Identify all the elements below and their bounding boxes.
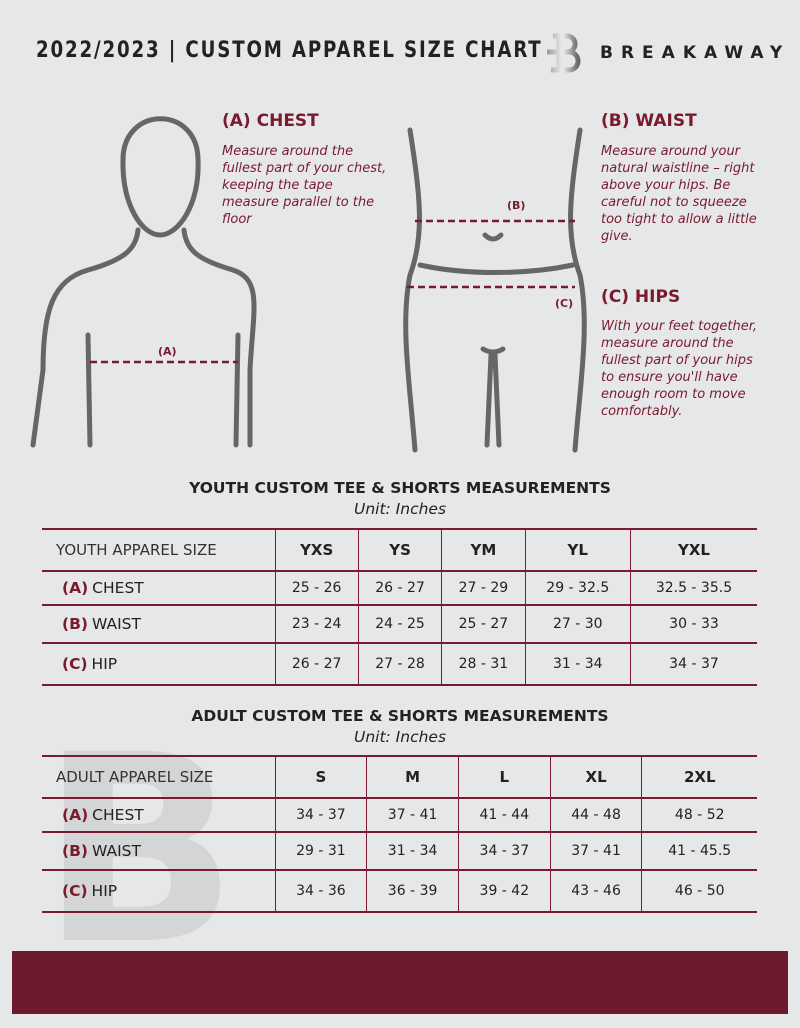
measurement-value: 43 - 46: [549, 869, 642, 913]
table-header-row: YOUTH APPAREL SIZE YXS YS YM YL YXL: [42, 528, 757, 572]
lower-body-illustration: (B) (C): [403, 127, 587, 453]
waist-marker: (B): [507, 199, 525, 212]
table-row: (B) WAIST 29 - 31 31 - 34 34 - 37 37 - 41 41 -…: [42, 831, 757, 871]
measurement-value: 29 - 31: [274, 831, 367, 871]
measurement-value: 39 - 42: [457, 869, 551, 913]
size-column-header: L: [457, 755, 551, 799]
footer-bar: [12, 951, 788, 1014]
brand-name: BREAKAWAY: [600, 43, 791, 63]
measurement-value: 30 - 33: [629, 604, 757, 644]
measurement-value: 41 - 44: [457, 797, 551, 833]
measurement-value: 28 - 31: [441, 642, 526, 686]
measurement-value: 32.5 - 35.5: [629, 570, 757, 606]
measurement-value: 23 - 24: [274, 604, 359, 644]
measurement-label: (C) HIP: [42, 642, 275, 686]
measurement-value: 34 - 37: [274, 797, 367, 833]
adult-table-title: ADULT CUSTOM TEE & SHORTS MEASUREMENTS: [191, 707, 609, 725]
size-column-header: YM: [441, 528, 526, 572]
measurement-value: 31 - 34: [524, 642, 631, 686]
hips-description: With your feet together, measure around …: [601, 319, 758, 419]
table-row: (A) CHEST 25 - 26 26 - 27 27 - 29 29 - 32.5 32…: [42, 570, 757, 606]
measurement-label: (C) HIP: [42, 869, 275, 913]
table-header-row: ADULT APPAREL SIZE S M L XL 2XL: [42, 755, 757, 799]
measurement-value: 37 - 41: [549, 831, 642, 871]
measurement-value: 41 - 45.5: [641, 831, 757, 871]
measurement-letter: (B): [62, 615, 88, 633]
size-column-header: 2XL: [641, 755, 757, 799]
chest-description: Measure around the fullest part of your …: [222, 144, 387, 227]
measurement-value: 27 - 28: [357, 642, 442, 686]
measurement-letter: (A): [62, 579, 89, 597]
measurement-name: HIP: [91, 655, 118, 673]
youth-size-table: YOUTH APPAREL SIZE YXS YS YM YL YXL (A) CHEST 25…: [42, 528, 757, 686]
measurement-value: 29 - 32.5: [524, 570, 631, 606]
hips-heading: (C) HIPS: [601, 287, 681, 307]
measurement-value: 25 - 26: [274, 570, 359, 606]
size-column-header: YL: [524, 528, 631, 572]
chest-marker: (A): [158, 345, 177, 358]
adult-size-table: ADULT APPAREL SIZE S M L XL 2XL (A) CHEST 34 - 3…: [42, 755, 757, 913]
upper-body-illustration: (A): [30, 116, 257, 448]
measurement-name: HIP: [91, 882, 118, 900]
measurement-value: 26 - 27: [274, 642, 359, 686]
youth-table-title: YOUTH CUSTOM TEE & SHORTS MEASUREMENTS: [189, 479, 611, 497]
chest-heading: (A) CHEST: [222, 111, 319, 131]
adult-table-unit: Unit: Inches: [353, 728, 447, 746]
measurement-value: 26 - 27: [357, 570, 442, 606]
measurement-value: 31 - 34: [366, 831, 459, 871]
size-column-header: YS: [357, 528, 442, 572]
table-row: (C) HIP 34 - 36 36 - 39 39 - 42 43 - 46 46 - 5…: [42, 869, 757, 913]
measurement-letter: (A): [62, 806, 89, 824]
hips-marker: (C): [555, 297, 573, 310]
page-title: 2022/2023 | CUSTOM APPAREL SIZE CHART: [36, 38, 543, 63]
waist-description: Measure around your natural waistline – …: [601, 144, 757, 244]
table-row: (C) HIP 26 - 27 27 - 28 28 - 31 31 - 34 34 - 3…: [42, 642, 757, 686]
youth-table-unit: Unit: Inches: [353, 500, 447, 518]
measurement-label: (A) CHEST: [42, 570, 275, 606]
size-column-header: M: [366, 755, 459, 799]
measurement-name: WAIST: [91, 842, 141, 860]
measurement-value: 36 - 39: [366, 869, 459, 913]
measurement-value: 27 - 30: [524, 604, 631, 644]
measurement-value: 44 - 48: [549, 797, 642, 833]
table-row: (A) CHEST 34 - 37 37 - 41 41 - 44 44 - 48 48 -…: [42, 797, 757, 833]
size-header: YOUTH APPAREL SIZE: [42, 528, 275, 572]
size-header: ADULT APPAREL SIZE: [42, 755, 275, 799]
measurement-value: 34 - 36: [274, 869, 367, 913]
measurement-label: (A) CHEST: [42, 797, 275, 833]
measurement-value: 48 - 52: [641, 797, 757, 833]
size-column-header: YXS: [274, 528, 359, 572]
breakaway-logo-icon: [547, 33, 581, 73]
measurement-value: 34 - 37: [629, 642, 757, 686]
measurement-value: 25 - 27: [441, 604, 526, 644]
measurement-value: 46 - 50: [641, 869, 757, 913]
measurement-value: 34 - 37: [457, 831, 551, 871]
waist-heading: (B) WAIST: [601, 111, 697, 131]
measurement-label: (B) WAIST: [42, 604, 275, 644]
measurement-value: 37 - 41: [366, 797, 459, 833]
measurement-value: 27 - 29: [441, 570, 526, 606]
measurement-letter: (C): [62, 655, 88, 673]
measurement-letter: (C): [62, 882, 88, 900]
measurement-label: (B) WAIST: [42, 831, 275, 871]
measurement-name: CHEST: [92, 579, 144, 597]
measurement-name: CHEST: [92, 806, 144, 824]
size-column-header: S: [274, 755, 367, 799]
table-row: (B) WAIST 23 - 24 24 - 25 25 - 27 27 - 30 30 -…: [42, 604, 757, 644]
size-column-header: XL: [549, 755, 642, 799]
size-column-header: YXL: [629, 528, 757, 572]
measurement-value: 24 - 25: [357, 604, 442, 644]
measurement-letter: (B): [62, 842, 88, 860]
measurement-name: WAIST: [91, 615, 141, 633]
